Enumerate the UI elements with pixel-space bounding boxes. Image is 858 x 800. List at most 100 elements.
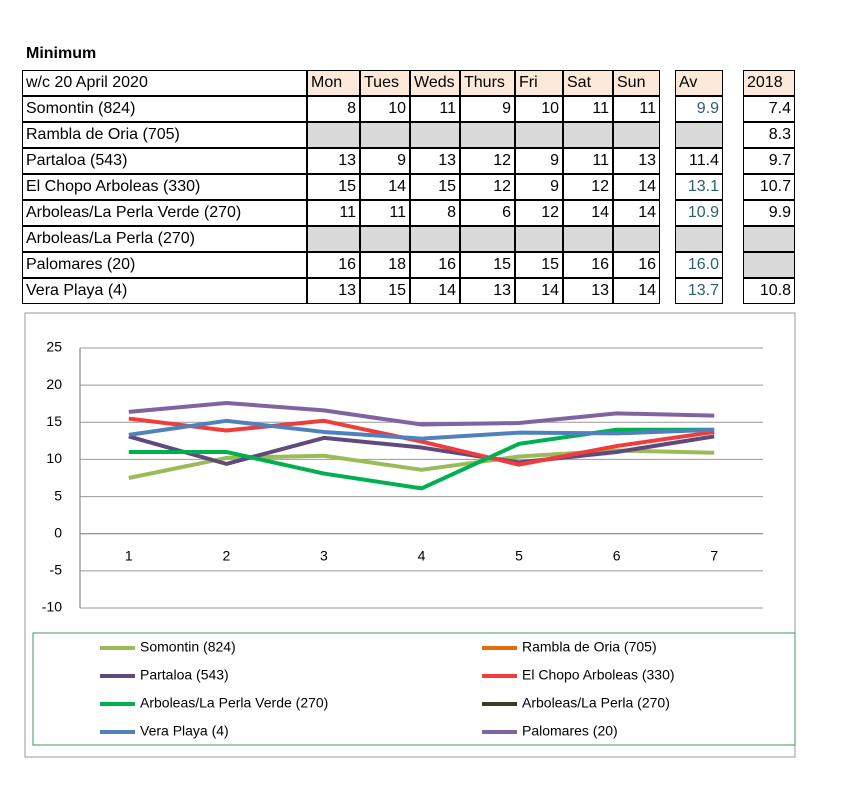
header-cell: Weds: [410, 70, 460, 96]
cell: 11: [563, 148, 613, 174]
year-cell: 9.9: [743, 200, 795, 226]
cell: 13: [613, 148, 660, 174]
cell: 15: [515, 252, 563, 278]
cell: 14: [360, 174, 410, 200]
x-tick-label: 6: [613, 547, 621, 563]
cell: 12: [460, 174, 515, 200]
cell: [563, 226, 613, 252]
legend-label: Rambla de Oria (705): [522, 639, 657, 655]
y-tick-label: 5: [54, 487, 62, 503]
row-label: Partaloa (543): [22, 148, 307, 174]
cell: 11: [307, 200, 360, 226]
cell: 16: [307, 252, 360, 278]
cell: [563, 122, 613, 148]
year-cell: [743, 226, 795, 252]
legend-label: Palomares (20): [522, 723, 618, 739]
cell: 15: [307, 174, 360, 200]
y-tick-label: 15: [46, 413, 62, 429]
y-tick-label: 10: [46, 450, 62, 466]
cell: 6: [460, 200, 515, 226]
av-cell: 11.4: [675, 148, 723, 174]
header-cell: Tues: [360, 70, 410, 96]
header-cell: Av: [675, 70, 723, 96]
cell: [460, 122, 515, 148]
x-tick-label: 2: [222, 547, 230, 563]
series-line: [128, 427, 715, 491]
row-label: Palomares (20): [22, 252, 307, 278]
header-cell: Mon: [307, 70, 360, 96]
legend-frame: [32, 632, 796, 746]
cell: 12: [460, 148, 515, 174]
year-cell: 8.3: [743, 122, 795, 148]
av-cell: [675, 226, 723, 252]
legend-label: Vera Playa (4): [140, 723, 229, 739]
cell: 13: [307, 278, 360, 304]
cell: 15: [410, 174, 460, 200]
header-cell: Sun: [613, 70, 660, 96]
x-tick-label: 3: [320, 547, 328, 563]
av-cell: 16.0: [675, 252, 723, 278]
cell: 11: [360, 200, 410, 226]
cell: 14: [563, 200, 613, 226]
av-cell: 9.9: [675, 96, 723, 122]
year-cell: 9.7: [743, 148, 795, 174]
row-label: Vera Playa (4): [22, 278, 307, 304]
cell: 10: [515, 96, 563, 122]
cell: 14: [410, 278, 460, 304]
cell: 9: [515, 148, 563, 174]
y-tick-label: 25: [46, 339, 62, 355]
cell: [410, 226, 460, 252]
series-line: [128, 448, 715, 480]
cell: [515, 122, 563, 148]
legend-label: Arboleas/La Perla (270): [522, 695, 670, 711]
table-title: Minimum: [26, 45, 97, 62]
cell: [410, 122, 460, 148]
cell: [515, 226, 563, 252]
cell: [360, 122, 410, 148]
y-tick-label: 0: [54, 524, 62, 540]
av-cell: 13.7: [675, 278, 723, 304]
cell: 9: [515, 174, 563, 200]
chart-frame: [24, 312, 796, 758]
cell: 14: [613, 174, 660, 200]
legend-label: El Chopo Arboleas (330): [522, 667, 675, 683]
av-cell: [675, 122, 723, 148]
cell: 13: [307, 148, 360, 174]
av-cell: 13.1: [675, 174, 723, 200]
cell: 11: [410, 96, 460, 122]
row-label: Arboleas/La Perla (270): [22, 226, 307, 252]
header-cell: w/c 20 April 2020: [22, 70, 307, 96]
av-cell: 10.9: [675, 200, 723, 226]
cell: [460, 226, 515, 252]
cell: 16: [613, 252, 660, 278]
cell: 18: [360, 252, 410, 278]
header-cell: 2018: [743, 70, 795, 96]
x-tick-label: 7: [710, 547, 718, 563]
cell: 16: [410, 252, 460, 278]
cell: 14: [613, 200, 660, 226]
y-tick-label: 20: [46, 376, 62, 392]
cell: 10: [360, 96, 410, 122]
cell: 13: [460, 278, 515, 304]
legend-label: Partaloa (543): [140, 667, 229, 683]
cell: 9: [360, 148, 410, 174]
series-line: [128, 434, 715, 466]
year-cell: [743, 252, 795, 278]
y-tick-label: -5: [50, 562, 63, 578]
legend-label: Arboleas/La Perla Verde (270): [140, 695, 328, 711]
cell: 15: [460, 252, 515, 278]
series-line: [128, 418, 715, 441]
series-line: [128, 400, 715, 427]
cell: 8: [410, 200, 460, 226]
cell: [360, 226, 410, 252]
cell: 12: [563, 174, 613, 200]
cell: 13: [563, 278, 613, 304]
cell: 16: [563, 252, 613, 278]
header-cell: Sat: [563, 70, 613, 96]
row-label: Somontin (824): [22, 96, 307, 122]
cell: 9: [460, 96, 515, 122]
header-cell: Thurs: [460, 70, 515, 96]
cell: 14: [613, 278, 660, 304]
